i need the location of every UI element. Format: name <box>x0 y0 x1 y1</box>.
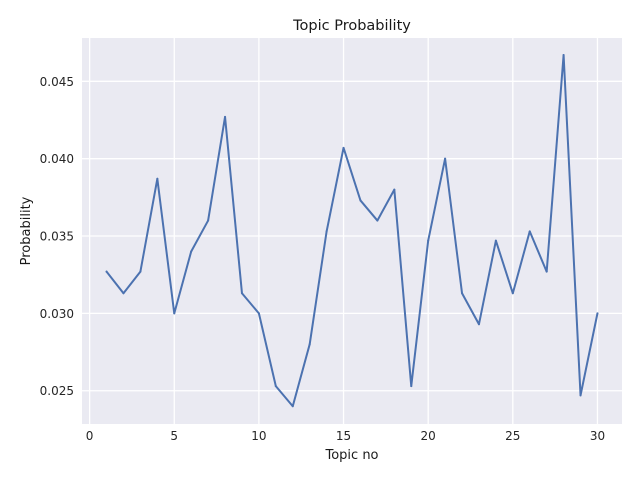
x-tick-label: 30 <box>590 429 605 443</box>
y-tick-label: 0.035 <box>40 230 74 244</box>
data-point <box>359 199 362 202</box>
x-tick-label: 25 <box>505 429 520 443</box>
data-point <box>291 405 294 408</box>
tick-labels: 0 5 10 15 20 25 30 0.025 0.030 0.035 0.040 0.045 <box>40 75 605 443</box>
x-tick-label: 5 <box>170 429 178 443</box>
data-point <box>342 146 345 149</box>
x-axis-title: Topic no <box>324 448 378 463</box>
data-point <box>257 312 260 315</box>
data-point <box>393 188 396 191</box>
data-point <box>274 385 277 388</box>
data-point <box>545 270 548 273</box>
data-point <box>105 270 108 273</box>
data-point <box>461 292 464 295</box>
data-series <box>105 54 599 408</box>
data-point <box>528 230 531 233</box>
data-point <box>173 312 176 315</box>
x-tick-label: 20 <box>421 429 436 443</box>
series-line <box>105 54 599 408</box>
data-point <box>139 270 142 273</box>
data-point <box>494 239 497 242</box>
y-tick-label: 0.030 <box>40 307 74 321</box>
data-point <box>207 219 210 222</box>
data-point <box>376 219 379 222</box>
data-point <box>596 312 599 315</box>
x-tick-label: 0 <box>86 429 94 443</box>
data-point <box>190 250 193 253</box>
data-point <box>122 292 125 295</box>
data-point <box>325 230 328 233</box>
data-point <box>511 292 514 295</box>
y-tick-label: 0.045 <box>40 75 74 89</box>
data-point <box>562 54 565 57</box>
x-tick-label: 15 <box>336 429 351 443</box>
chart-title: Topic Probability <box>292 18 411 34</box>
y-axis-title: Probability <box>19 196 34 265</box>
x-tick-label: 10 <box>251 429 266 443</box>
data-point <box>444 157 447 160</box>
data-point <box>477 323 480 326</box>
data-point <box>240 292 243 295</box>
plot-area-background <box>82 38 622 424</box>
data-point <box>427 239 430 242</box>
data-point <box>579 394 582 397</box>
data-point <box>224 115 227 118</box>
y-tick-label: 0.025 <box>40 384 74 398</box>
data-point <box>308 343 311 346</box>
data-point <box>410 385 413 388</box>
y-tick-label: 0.040 <box>40 152 74 166</box>
data-point <box>156 177 159 180</box>
